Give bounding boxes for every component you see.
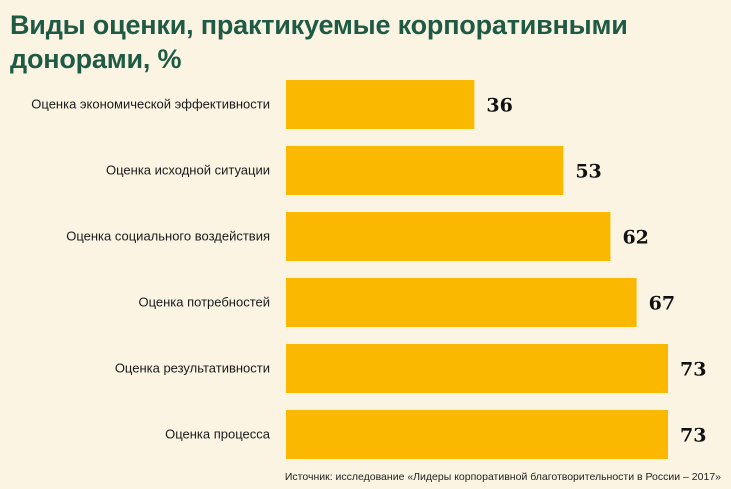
- source-note: Источник: исследование «Лидеры корпорати…: [284, 471, 721, 483]
- value-label: 73: [680, 359, 706, 381]
- bar-3: [286, 212, 611, 261]
- chart-title: Виды оценки, практикуемые корпоративными…: [10, 10, 628, 74]
- bar-2: [286, 146, 564, 195]
- category-label: Оценка результативности: [115, 361, 270, 376]
- value-label: 53: [575, 161, 601, 183]
- value-label: 36: [486, 95, 512, 117]
- category-label: Оценка потребностей: [138, 295, 270, 310]
- value-label: 73: [680, 425, 706, 447]
- bar-5: [286, 344, 668, 393]
- category-label: Оценка экономической эффективности: [31, 97, 270, 112]
- bar-4: [286, 278, 637, 327]
- value-label: 62: [622, 227, 648, 249]
- bar-1: [286, 80, 475, 129]
- category-label: Оценка процесса: [165, 427, 271, 442]
- bar-6: [286, 410, 668, 459]
- category-label: Оценка социального воздействия: [66, 229, 270, 244]
- value-label: 67: [649, 293, 675, 315]
- category-label: Оценка исходной ситуации: [106, 163, 270, 178]
